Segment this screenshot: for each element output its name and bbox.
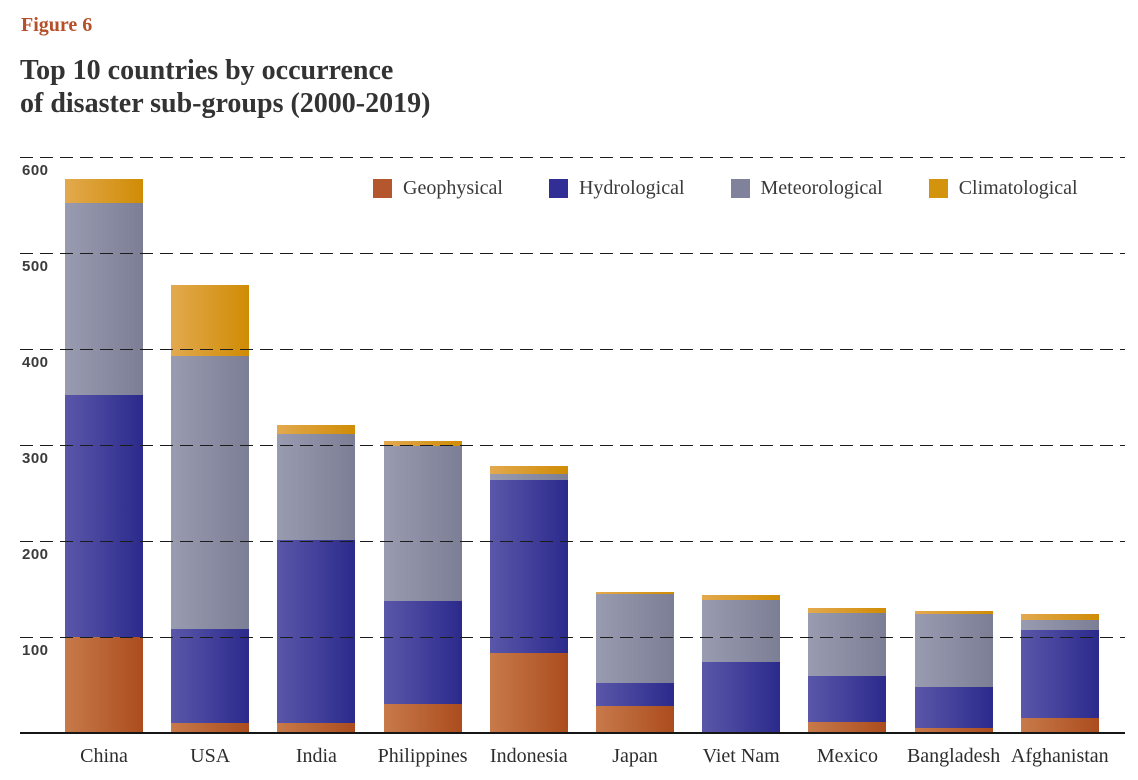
legend-swatch-meteorological (730, 179, 750, 198)
segment-china-hydrological (65, 395, 143, 637)
segment-usa-hydrological (171, 629, 250, 724)
segment-china-climatological (65, 179, 143, 204)
gridline-300 (20, 445, 1125, 446)
gridline-500 (20, 253, 1125, 254)
segment-afghanistan-meteorological (1020, 619, 1099, 631)
stacked-bar-chart: 100 200 300 400 500 600 China USA India Philippi… (20, 157, 1125, 767)
x-label-india: India (295, 745, 337, 767)
y-tick-label-500: 500 (22, 258, 49, 275)
segment-viet-nam-climatological (702, 594, 781, 600)
gridline-400 (20, 349, 1125, 350)
segment-bangladesh-climatological (914, 611, 993, 614)
segment-usa-meteorological (171, 355, 250, 630)
segment-philippines-geophysical (383, 704, 462, 733)
y-tick-label-100: 100 (22, 642, 49, 659)
segment-afghanistan-hydrological (1020, 630, 1099, 718)
segment-usa-geophysical (171, 723, 250, 733)
x-label-japan: Japan (612, 745, 658, 767)
segment-usa-climatological (171, 284, 250, 356)
x-axis-line (20, 732, 1125, 734)
segment-mexico-climatological (808, 608, 887, 613)
segment-china-geophysical (65, 637, 143, 733)
segment-bangladesh-meteorological (914, 613, 993, 687)
bar-bangladesh (914, 157, 993, 733)
segment-indonesia-hydrological (489, 479, 568, 654)
segment-japan-meteorological (596, 593, 674, 684)
bar-usa (171, 157, 250, 733)
legend-item-geophysical: Geophysical (373, 177, 503, 200)
gridline-200 (20, 541, 1125, 542)
legend-item-meteorological: Meteorological (730, 177, 883, 200)
segment-viet-nam-hydrological (702, 661, 781, 733)
x-label-bangladesh: Bangladesh (906, 745, 1001, 767)
segment-philippines-meteorological (383, 445, 462, 601)
gridline-600 (20, 157, 1125, 158)
segment-afghanistan-climatological (1020, 613, 1099, 620)
bar-mexico (808, 157, 887, 733)
bar-japan (596, 157, 674, 733)
x-label-usa: USA (190, 745, 231, 767)
legend-label-meteorological: Meteorological (760, 177, 883, 199)
y-tick-label-300: 300 (22, 450, 49, 467)
segment-china-meteorological (65, 203, 143, 396)
figure-label: Figure 6 (21, 14, 93, 36)
x-label-afghanistan: Afghanistan (1010, 745, 1109, 767)
segment-india-climatological (277, 424, 356, 435)
x-label-mexico: Mexico (816, 745, 878, 767)
legend-label-climatological: Climatological (958, 177, 1078, 199)
segment-indonesia-climatological (489, 466, 568, 474)
segment-viet-nam-meteorological (702, 599, 781, 662)
y-tick-label-600: 600 (22, 162, 49, 179)
segment-afghanistan-geophysical (1020, 717, 1099, 733)
bar-viet-nam (702, 157, 781, 733)
segment-india-hydrological (277, 540, 356, 724)
segment-japan-climatological (596, 591, 674, 594)
y-tick-label-200: 200 (22, 546, 49, 563)
bar-china (65, 157, 143, 733)
x-label-indonesia: Indonesia (489, 745, 568, 767)
segment-mexico-hydrological (808, 676, 887, 723)
legend-item-hydrological: Hydrological (548, 177, 685, 200)
legend-label-hydrological: Hydrological (578, 177, 685, 199)
y-tick-label-400: 400 (22, 354, 49, 371)
x-label-china: China (80, 745, 128, 767)
bar-philippines (383, 157, 462, 733)
segment-india-geophysical (277, 723, 356, 733)
legend-item-climatological: Climatological (928, 177, 1078, 200)
segment-japan-geophysical (596, 706, 674, 733)
bar-india (277, 157, 356, 733)
gridline-100 (20, 637, 1125, 638)
segment-philippines-hydrological (383, 600, 462, 705)
bar-afghanistan (1020, 157, 1099, 733)
segment-indonesia-meteorological (489, 473, 568, 480)
bar-indonesia (489, 157, 568, 733)
segment-mexico-meteorological (808, 613, 887, 677)
legend-swatch-geophysical (373, 179, 392, 198)
chart-title: Top 10 countries by occurrence of disast… (20, 55, 431, 120)
chart-legend: Geophysical Hydrological Meteorological Cli… (373, 177, 1078, 200)
segment-bangladesh-geophysical (914, 728, 993, 733)
x-label-philippines: Philippines (377, 745, 468, 767)
legend-swatch-climatological (928, 179, 948, 198)
legend-swatch-hydrological (548, 179, 568, 198)
segment-japan-hydrological (596, 683, 674, 707)
legend-label-geophysical: Geophysical (403, 177, 503, 199)
x-label-viet-nam: Viet Nam (702, 745, 780, 767)
segment-bangladesh-hydrological (914, 686, 993, 729)
segment-india-meteorological (277, 434, 356, 541)
segment-mexico-geophysical (808, 722, 887, 733)
segment-philippines-climatological (383, 441, 462, 446)
segment-indonesia-geophysical (489, 653, 568, 733)
